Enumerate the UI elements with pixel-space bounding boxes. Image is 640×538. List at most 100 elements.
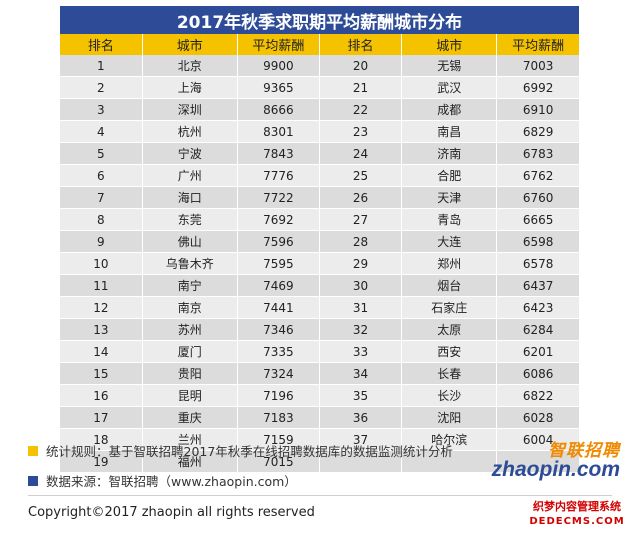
right-salary-cell: 7003 <box>496 55 579 77</box>
left-city-cell: 厦门 <box>142 340 238 363</box>
right-rank-cell: 30 <box>319 274 403 297</box>
right-rank-cell: 28 <box>319 230 403 253</box>
left-city-cell: 东莞 <box>142 208 238 231</box>
left-rank-cell: 4 <box>60 120 143 143</box>
table-row: 17 重庆 7183 36 沈阳 6028 <box>60 406 579 429</box>
left-salary-cell: 7692 <box>237 208 320 231</box>
right-salary-cell: 6760 <box>496 186 579 209</box>
table-row: 16 昆明 7196 35 长沙 6822 <box>60 384 579 407</box>
right-rank-cell: 32 <box>319 318 403 341</box>
left-rank-cell: 8 <box>60 208 143 231</box>
table-row: 2 上海 9365 21 武汉 6992 <box>60 76 579 99</box>
table-row: 13 苏州 7346 32 太原 6284 <box>60 318 579 341</box>
right-salary-cell: 6086 <box>496 362 579 385</box>
right-rank-cell: 29 <box>319 252 403 275</box>
right-city-cell: 郑州 <box>401 252 498 275</box>
right-city-cell: 哈尔滨 <box>401 428 498 451</box>
right-salary-cell: 6762 <box>496 164 579 187</box>
right-rank-cell: 26 <box>319 186 403 209</box>
left-city-cell: 海口 <box>142 186 238 209</box>
left-city-cell: 广州 <box>142 164 238 187</box>
left-city-cell: 佛山 <box>142 230 238 253</box>
left-salary-cell: 7159 <box>237 428 320 451</box>
table-row: 19 福州 7015 <box>60 450 579 473</box>
table-row: 11 南宁 7469 30 烟台 6437 <box>60 274 579 297</box>
right-rank-cell: 31 <box>319 296 403 319</box>
right-city-cell: 成都 <box>401 98 498 121</box>
blue-square-icon <box>28 475 38 486</box>
left-salary-cell: 7183 <box>237 406 320 429</box>
right-city-cell: 天津 <box>401 186 498 209</box>
left-rank-cell: 10 <box>60 252 143 275</box>
left-city-cell: 福州 <box>142 450 238 473</box>
left-rank-cell: 14 <box>60 340 143 363</box>
divider <box>28 495 612 496</box>
table-header-row: 排名 城市 平均薪酬 排名 城市 平均薪酬 <box>60 34 579 55</box>
left-salary-cell: 7335 <box>237 340 320 363</box>
table-row: 9 佛山 7596 28 大连 6598 <box>60 230 579 253</box>
right-city-cell: 沈阳 <box>401 406 498 429</box>
left-city-cell: 贵阳 <box>142 362 238 385</box>
left-salary-cell: 7722 <box>237 186 320 209</box>
yellow-square-icon <box>28 445 38 456</box>
left-salary-cell: 7596 <box>237 230 320 253</box>
logo-chinese: 智联招聘 <box>548 441 620 461</box>
left-salary-cell: 8666 <box>237 98 320 121</box>
right-salary-cell: 6822 <box>496 384 579 407</box>
logo-english: zhaopin.com <box>491 458 620 481</box>
table-row: 3 深圳 8666 22 成都 6910 <box>60 98 579 121</box>
left-salary-cell: 8301 <box>237 120 320 143</box>
right-city-cell: 青岛 <box>401 208 498 231</box>
right-salary-cell: 6598 <box>496 230 579 253</box>
zhaopin-logo: 智联招聘 zhaopin.com <box>492 436 626 490</box>
table-row: 15 贵阳 7324 34 长春 6086 <box>60 362 579 385</box>
left-salary-cell: 7196 <box>237 384 320 407</box>
table-row: 5 宁波 7843 24 济南 6783 <box>60 142 579 165</box>
right-city-cell: 西安 <box>401 340 498 363</box>
left-city-cell: 深圳 <box>142 98 238 121</box>
left-rank-cell: 12 <box>60 296 143 319</box>
table-row: 6 广州 7776 25 合肥 6762 <box>60 164 579 187</box>
left-rank-cell: 5 <box>60 142 143 165</box>
left-city-cell: 南京 <box>142 296 238 319</box>
left-rank-cell: 1 <box>60 55 143 77</box>
left-city-cell: 苏州 <box>142 318 238 341</box>
left-rank-cell: 16 <box>60 384 143 407</box>
left-salary-cell: 7441 <box>237 296 320 319</box>
right-rank-cell: 20 <box>319 55 403 77</box>
table-row: 12 南京 7441 31 石家庄 6423 <box>60 296 579 319</box>
left-salary-cell: 7015 <box>237 450 320 473</box>
header-rank: 排名 <box>60 34 143 55</box>
right-city-cell: 长沙 <box>401 384 498 407</box>
source-note: 数据来源：智联招聘（www.zhaopin.com） <box>28 471 297 490</box>
right-city-cell: 烟台 <box>401 274 498 297</box>
left-city-cell: 重庆 <box>142 406 238 429</box>
left-salary-cell: 7324 <box>237 362 320 385</box>
salary-table: 排名 城市 平均薪酬 排名 城市 平均薪酬 1 北京 9900 20 无锡 7003 2 上海… <box>60 34 579 473</box>
left-rank-cell: 17 <box>60 406 143 429</box>
copyright-text: Copyright©2017 zhaopin all rights reserv… <box>28 505 315 520</box>
right-rank-cell: 27 <box>319 208 403 231</box>
right-salary-cell: 6665 <box>496 208 579 231</box>
left-rank-cell: 7 <box>60 186 143 209</box>
right-rank-cell: 24 <box>319 142 403 165</box>
right-salary-cell: 6578 <box>496 252 579 275</box>
watermark: 织梦内容管理系统 DEDECMS.COM <box>518 499 636 529</box>
right-salary-cell <box>496 450 579 473</box>
right-salary-cell: 6437 <box>496 274 579 297</box>
right-city-cell: 南昌 <box>401 120 498 143</box>
right-city-cell: 武汉 <box>401 76 498 99</box>
watermark-line-1: 织梦内容管理系统 <box>533 500 621 513</box>
right-rank-cell: 25 <box>319 164 403 187</box>
right-city-cell <box>401 450 498 473</box>
right-city-cell: 长春 <box>401 362 498 385</box>
header-rank-2: 排名 <box>319 34 403 55</box>
table-row: 4 杭州 8301 23 南昌 6829 <box>60 120 579 143</box>
right-rank-cell: 34 <box>319 362 403 385</box>
header-city-2: 城市 <box>401 34 498 55</box>
table-row: 1 北京 9900 20 无锡 7003 <box>60 55 579 77</box>
right-salary-cell: 6992 <box>496 76 579 99</box>
right-salary-cell: 6201 <box>496 340 579 363</box>
right-salary-cell: 6783 <box>496 142 579 165</box>
left-rank-cell: 3 <box>60 98 143 121</box>
